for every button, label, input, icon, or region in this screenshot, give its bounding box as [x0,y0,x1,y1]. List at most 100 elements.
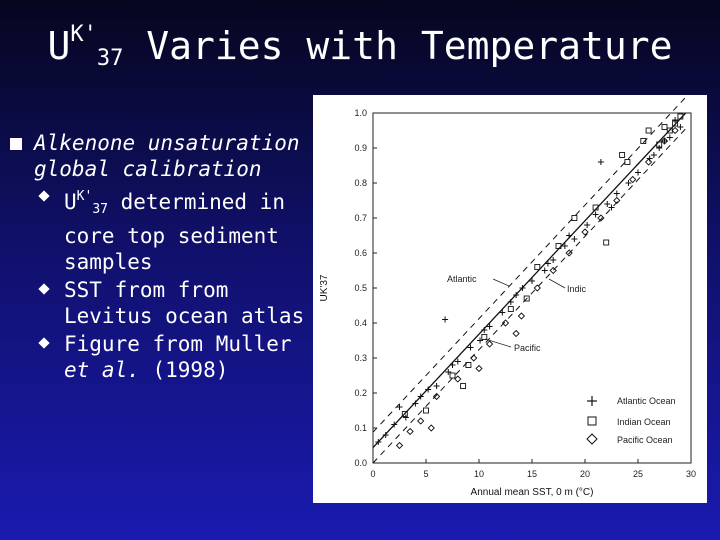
point-atlantic [442,316,449,323]
point-atlantic [584,222,591,228]
point-atlantic [486,323,493,330]
point-atlantic [433,383,440,389]
point-pacific [432,392,441,401]
legend: Atlantic Ocean Indian Ocean Pacific Ocea… [585,389,689,447]
diamond-bullet-icon [38,190,50,202]
point-atlantic [449,362,456,368]
point-indian [507,306,514,312]
point-atlantic [561,243,568,249]
calibration-figure: 0 5 10 15 20 25 30 0.0 0.1 0.2 0.3 0.4 0.5 0.6 0.7 0.8 0… [313,95,707,503]
point-atlantic [613,190,620,197]
y-tick-label: 0.3 [354,353,367,363]
regression-line [372,112,687,449]
title-rest: Varies with Temperature [123,24,673,68]
point-indian [677,113,684,120]
x-tick-label: 30 [686,469,696,479]
regression-lines [372,96,687,464]
point-indian [534,264,541,270]
diamond-bullet-icon [38,283,50,295]
point-indian [401,411,408,417]
bullet-main: Alkenone unsaturation global calibration [0,130,310,182]
point-atlantic [566,232,573,239]
legend-marker-diamond-icon [586,433,598,445]
sub2-text: SST from from Levitus ocean atlas [64,278,305,328]
point-atlantic [417,393,424,400]
point-atlantic [477,337,484,344]
annotation-indic-text: Indic [567,284,587,294]
point-indian [465,362,472,368]
point-atlantic [550,257,557,263]
point-pacific [671,126,679,135]
x-tick-label: 15 [527,469,537,479]
data-points [375,113,684,450]
point-atlantic [454,358,461,365]
x-axis-label: Annual mean SST, 0 m (°C) [471,487,594,498]
annotation-atlantic: Atlantic [447,274,510,287]
annotation-indic: Indic [548,278,587,294]
x-tick-label: 25 [633,469,643,479]
point-atlantic [507,299,514,305]
point-indian [523,295,530,302]
diamond-bullet-icon [38,337,50,349]
point-atlantic [375,439,382,445]
point-atlantic [571,236,578,242]
point-indian [555,243,562,249]
y-tick-label: 0.1 [354,423,367,433]
y-tick-label: 0.2 [354,388,367,398]
x-tick-label: 0 [370,469,375,479]
point-atlantic [666,134,673,141]
point-pacific [517,312,526,320]
y-tick-label: 0.5 [354,283,367,293]
point-pacific [660,137,669,145]
legend-box [585,389,689,447]
point-atlantic [597,159,604,165]
point-pacific [475,364,483,373]
point-pacific [427,424,435,432]
point-pacific [417,417,425,425]
point-indian [640,138,647,144]
annotation-pacific: Pacific [484,338,541,353]
point-atlantic [391,421,398,428]
point-indian [661,124,668,130]
square-bullet-icon [10,138,22,150]
axis-ticks: 0 5 10 15 20 25 30 0.0 0.1 0.2 0.3 0.4 0.5 0.6 0.7 0.8 0… [354,108,696,479]
point-pacific [512,329,520,338]
annotation-pacific-pointer [484,338,512,348]
point-atlantic [544,260,551,267]
bullet-sub2: SST from from Levitus ocean atlas [0,277,310,329]
point-atlantic [382,432,389,438]
point-atlantic [425,386,432,393]
bullet-sub3: Figure from Muller et al. (1998) [0,331,310,383]
point-indian [645,127,652,134]
bullet-sub1: UK'37 determined in core top sediment sa… [0,184,310,275]
point-pacific [644,158,653,166]
point-atlantic [592,211,599,218]
point-atlantic [650,152,657,158]
sub1-prefix: U [64,190,77,214]
point-atlantic [396,404,403,410]
y-axis-label: UK'37 [319,274,330,301]
point-atlantic [412,400,419,407]
point-atlantic [519,285,526,291]
point-indian [481,334,488,340]
annotation-atlantic-pointer [492,278,510,287]
point-atlantic [499,309,506,316]
point-atlantic [625,180,632,186]
point-atlantic [656,145,663,151]
point-pacific [565,249,573,257]
sub3-text-a: Figure from Muller [64,332,292,356]
point-pacific [613,196,621,205]
point-atlantic [467,344,474,351]
point-indian [619,152,626,158]
legend-label-atlantic: Atlantic Ocean [617,396,676,406]
point-indian [624,159,631,165]
point-indian [423,407,429,414]
point-pacific [581,228,589,236]
point-pacific [629,175,637,184]
scatter-chart: 0 5 10 15 20 25 30 0.0 0.1 0.2 0.3 0.4 0.5 0.6 0.7 0.8 0… [319,96,696,498]
point-indian [460,383,467,389]
legend-marker-square-icon [587,416,597,426]
point-indian [656,141,663,148]
sub3-italic: et al. [64,358,140,382]
x-tick-label: 20 [580,469,590,479]
